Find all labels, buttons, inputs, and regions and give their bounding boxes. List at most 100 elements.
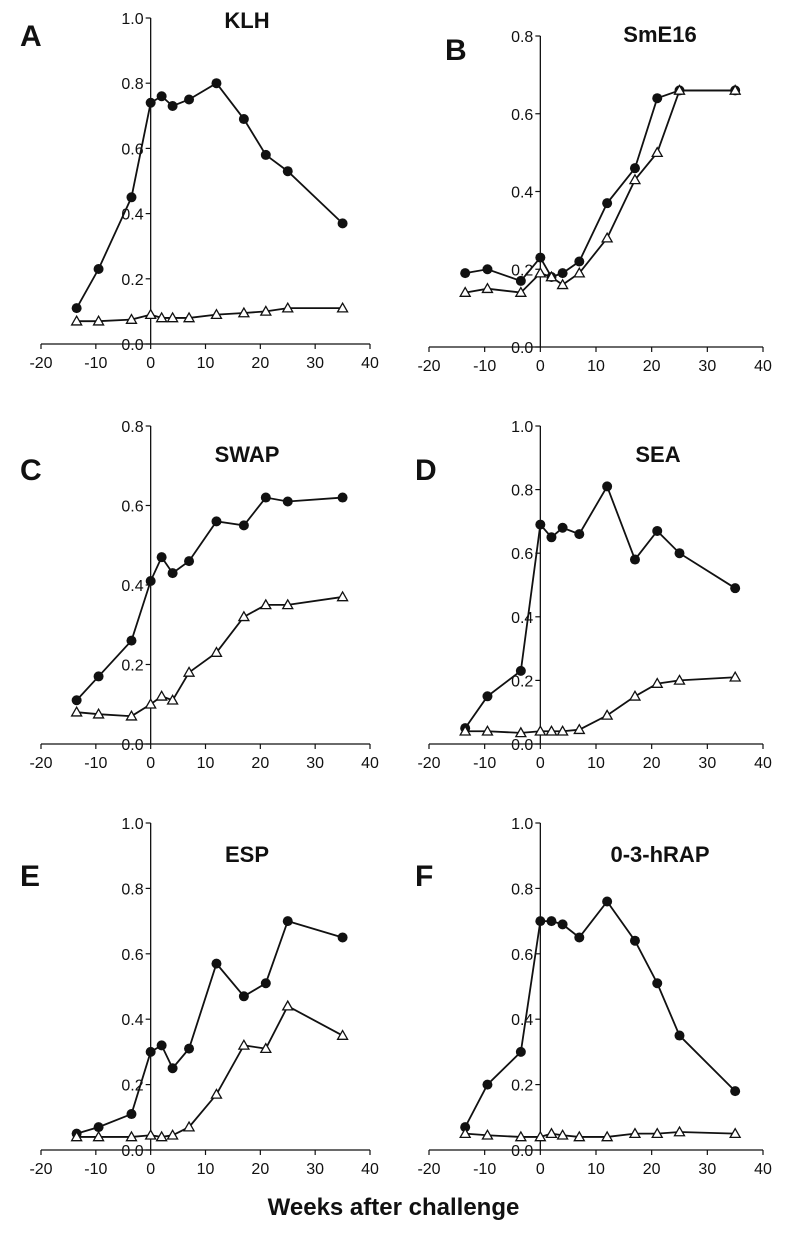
data-point-filled-circle bbox=[167, 101, 178, 112]
data-point-open-triangle bbox=[459, 724, 472, 736]
data-point-open-triangle bbox=[628, 689, 642, 701]
data-point-filled-circle bbox=[211, 78, 222, 89]
y-tick-label: 0.0 bbox=[121, 1143, 143, 1160]
x-tick-label: -10 bbox=[84, 1161, 107, 1178]
data-point-open-triangle bbox=[556, 278, 569, 290]
data-point-open-triangle bbox=[628, 1127, 642, 1139]
y-tick-label: 0.4 bbox=[511, 185, 533, 202]
series-line bbox=[76, 596, 343, 718]
x-tick-label: -10 bbox=[473, 755, 496, 772]
data-point-filled-circle bbox=[167, 568, 178, 579]
data-point-filled-circle bbox=[238, 114, 249, 125]
data-point-filled-circle bbox=[482, 1079, 493, 1090]
x-axis-label: Weeks after challenge bbox=[267, 1194, 520, 1221]
x-tick-label: 10 bbox=[197, 355, 215, 372]
data-point-open-triangle bbox=[92, 314, 105, 326]
x-tick-label: -10 bbox=[84, 755, 107, 772]
data-point-open-triangle bbox=[92, 707, 105, 719]
y-tick-label: 0.6 bbox=[511, 107, 533, 124]
x-tick-label: 40 bbox=[361, 1161, 379, 1178]
x-tick-label: 20 bbox=[251, 755, 269, 772]
x-tick-label: 20 bbox=[251, 355, 269, 372]
data-point-filled-circle bbox=[211, 516, 222, 527]
chart-title: SEA bbox=[635, 442, 680, 467]
y-tick-label: 0.4 bbox=[121, 207, 143, 224]
data-point-filled-circle bbox=[156, 1040, 167, 1051]
x-tick-label: 0 bbox=[536, 755, 545, 772]
data-point-open-triangle bbox=[514, 286, 527, 297]
x-tick-label: -20 bbox=[417, 755, 440, 772]
y-tick-label: 0.0 bbox=[511, 737, 533, 754]
x-tick-label: 10 bbox=[587, 1161, 605, 1178]
data-point-filled-circle bbox=[515, 1046, 526, 1057]
x-tick-label: 0 bbox=[536, 1161, 545, 1178]
data-point-open-triangle bbox=[166, 693, 179, 705]
x-tick-label: -10 bbox=[84, 355, 107, 372]
y-tick-label: 0.4 bbox=[511, 1012, 533, 1029]
data-point-filled-circle bbox=[282, 166, 293, 177]
data-point-open-triangle bbox=[545, 1127, 558, 1139]
data-point-filled-circle bbox=[184, 94, 195, 105]
data-point-open-triangle bbox=[70, 705, 83, 717]
data-point-open-triangle bbox=[125, 709, 138, 721]
data-point-open-triangle bbox=[182, 666, 196, 677]
data-point-open-triangle bbox=[673, 1125, 686, 1137]
x-tick-label: 10 bbox=[197, 755, 215, 772]
data-point-open-triangle bbox=[481, 282, 494, 294]
panel-letter: C bbox=[20, 454, 42, 487]
x-tick-label: 0 bbox=[146, 755, 155, 772]
data-point-filled-circle bbox=[211, 958, 222, 969]
x-tick-label: 20 bbox=[643, 755, 661, 772]
data-point-filled-circle bbox=[71, 303, 82, 314]
y-tick-label: 0.8 bbox=[511, 483, 533, 500]
x-tick-label: 20 bbox=[643, 1161, 661, 1178]
data-point-open-triangle bbox=[125, 313, 138, 324]
data-point-filled-circle bbox=[156, 552, 167, 563]
data-point-filled-circle bbox=[260, 978, 271, 989]
data-point-filled-circle bbox=[652, 978, 663, 989]
x-tick-label: 10 bbox=[587, 358, 605, 375]
data-point-filled-circle bbox=[238, 991, 249, 1002]
data-point-open-triangle bbox=[545, 724, 558, 736]
x-tick-label: -20 bbox=[29, 1161, 52, 1178]
data-point-open-triangle bbox=[92, 1130, 105, 1142]
series-line bbox=[464, 484, 736, 729]
data-point-filled-circle bbox=[93, 1122, 104, 1133]
data-point-filled-circle bbox=[337, 492, 348, 503]
y-tick-label: 0.2 bbox=[121, 272, 143, 289]
data-point-open-triangle bbox=[573, 266, 586, 278]
data-point-open-triangle bbox=[259, 1042, 272, 1054]
data-point-filled-circle bbox=[93, 264, 104, 275]
data-point-open-triangle bbox=[556, 724, 569, 736]
data-point-filled-circle bbox=[184, 556, 195, 567]
y-tick-label: 1.0 bbox=[121, 11, 143, 28]
data-point-filled-circle bbox=[629, 935, 640, 946]
data-point-open-triangle bbox=[155, 311, 168, 323]
data-point-open-triangle bbox=[210, 308, 223, 320]
data-point-open-triangle bbox=[601, 709, 614, 720]
data-point-filled-circle bbox=[629, 163, 640, 174]
y-tick-label: 0.6 bbox=[121, 141, 143, 158]
x-tick-label: 30 bbox=[306, 355, 324, 372]
data-point-open-triangle bbox=[166, 1128, 179, 1140]
data-point-filled-circle bbox=[482, 691, 493, 702]
data-point-filled-circle bbox=[574, 932, 585, 943]
data-point-filled-circle bbox=[482, 264, 493, 275]
data-point-filled-circle bbox=[238, 520, 249, 531]
chart-title: SmE16 bbox=[623, 22, 696, 47]
data-point-open-triangle bbox=[237, 306, 251, 318]
panel-letter: D bbox=[415, 454, 437, 487]
data-point-filled-circle bbox=[145, 1046, 156, 1057]
data-point-open-triangle bbox=[628, 173, 642, 185]
data-point-open-triangle bbox=[601, 1130, 614, 1142]
chart-title: KLH bbox=[224, 8, 269, 33]
series-line bbox=[465, 676, 736, 734]
data-point-open-triangle bbox=[459, 286, 472, 297]
x-tick-label: 0 bbox=[536, 358, 545, 375]
data-point-filled-circle bbox=[282, 496, 293, 507]
y-tick-label: 0.2 bbox=[121, 658, 143, 675]
